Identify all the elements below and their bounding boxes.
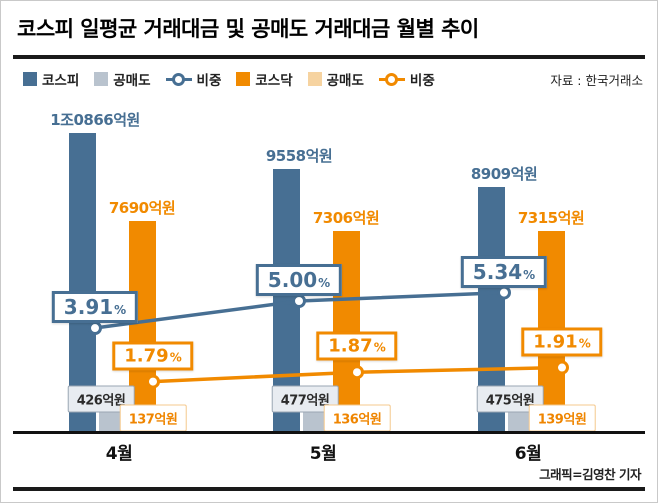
legend: 코스피 공매도 비중 코스닥 공매도 비중 bbox=[23, 69, 435, 89]
legend-label: 공매도 bbox=[326, 73, 364, 89]
value-box-kospi-short: 477억원 bbox=[271, 385, 339, 413]
x-axis-label: 6월 bbox=[514, 444, 542, 464]
legend-label: 코스닥 bbox=[255, 73, 293, 89]
ratio-value: 5.00 bbox=[267, 268, 318, 292]
legend-item-kospi-ratio: 비중 bbox=[165, 69, 222, 89]
percent-sign: % bbox=[169, 350, 182, 365]
percent-sign: % bbox=[373, 340, 386, 355]
percent-sign: % bbox=[114, 303, 127, 318]
bar-value-kospi: 8909억원 bbox=[470, 165, 538, 184]
legend-item-kospi-short: 공매도 bbox=[94, 69, 151, 89]
legend-label: 비중 bbox=[196, 73, 222, 89]
kospi-swatch-icon bbox=[23, 72, 37, 86]
legend-circle bbox=[384, 72, 398, 86]
kospi-short-swatch-icon bbox=[94, 72, 109, 86]
value-box-kosdaq-short: 139억원 bbox=[528, 404, 596, 432]
x-axis-label: 5월 bbox=[309, 444, 337, 464]
kospi-ratio-line-marker-icon bbox=[165, 72, 192, 86]
x-axis-line bbox=[13, 431, 645, 434]
bar-value-kosdaq: 7315억원 bbox=[517, 209, 585, 228]
legend-item-kosdaq: 코스닥 bbox=[236, 69, 293, 89]
kosdaq-swatch-icon bbox=[236, 72, 251, 86]
bottom-divider bbox=[13, 487, 645, 491]
legend-label: 코스피 bbox=[42, 73, 80, 89]
ratio-value: 5.34 bbox=[472, 259, 523, 284]
ratio-value: 1.87 bbox=[328, 335, 373, 357]
ratio-label-kosdaq-ratio-2: 1.91% bbox=[521, 327, 603, 357]
bar-value-kosdaq: 7690억원 bbox=[108, 198, 176, 217]
bar-value-kospi: 9558억원 bbox=[265, 147, 333, 166]
legend-circle bbox=[171, 72, 185, 86]
chart-title: 코스피 일평균 거래대금 및 공매도 거래대금 월별 추이 bbox=[17, 17, 479, 41]
bar-value-kosdaq: 7306억원 bbox=[312, 209, 380, 228]
bar-value-kospi: 1조0866억원 bbox=[50, 111, 140, 129]
source-label: 자료 : 한국거래소 bbox=[550, 72, 643, 88]
ratio-label-kospi-ratio-2: 5.34% bbox=[460, 255, 548, 288]
legend-item-kosdaq-short: 공매도 bbox=[307, 69, 364, 89]
ratio-value: 1.91 bbox=[533, 331, 578, 353]
credit-label: 그래픽=김영찬 기자 bbox=[539, 467, 641, 482]
bar-kospi bbox=[69, 133, 96, 433]
value-box-kosdaq-short: 136억원 bbox=[323, 404, 391, 432]
value-box-kosdaq-short: 137억원 bbox=[119, 404, 187, 432]
legend-row: 코스피 공매도 비중 코스닥 공매도 비중 자료 : 한국거래소 bbox=[1, 69, 657, 89]
kosdaq-ratio-line-marker-icon bbox=[378, 72, 405, 86]
ratio-value: 1.79 bbox=[124, 345, 169, 367]
legend-item-kosdaq-ratio: 비중 bbox=[378, 69, 435, 89]
value-box-kospi-short: 426억원 bbox=[67, 385, 135, 413]
ratio-value: 3.91 bbox=[63, 295, 114, 320]
title-divider bbox=[13, 55, 645, 59]
legend-label: 비중 bbox=[409, 73, 435, 89]
ratio-label-kospi-ratio-0: 3.91% bbox=[51, 291, 139, 324]
bar-kospi-short bbox=[99, 410, 126, 433]
percent-sign: % bbox=[318, 276, 331, 290]
legend-label: 공매도 bbox=[113, 73, 151, 89]
legend-item-kospi: 코스피 bbox=[23, 69, 79, 89]
percent-sign: % bbox=[578, 336, 591, 351]
percent-sign: % bbox=[523, 267, 536, 282]
kosdaq-short-swatch-icon bbox=[307, 72, 322, 86]
ratio-label-kosdaq-ratio-0: 1.79% bbox=[112, 341, 194, 371]
ratio-label-kospi-ratio-1: 5.00% bbox=[255, 264, 343, 296]
ratio-label-kosdaq-ratio-1: 1.87% bbox=[316, 331, 398, 361]
x-axis-label: 4월 bbox=[105, 444, 133, 464]
